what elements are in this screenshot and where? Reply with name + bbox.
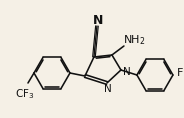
Text: NH$_2$: NH$_2$ xyxy=(123,33,145,47)
Text: N: N xyxy=(104,84,112,94)
Text: CF$_3$: CF$_3$ xyxy=(15,87,35,101)
Text: F: F xyxy=(177,68,183,78)
Text: N: N xyxy=(93,13,103,27)
Text: N: N xyxy=(123,67,131,77)
